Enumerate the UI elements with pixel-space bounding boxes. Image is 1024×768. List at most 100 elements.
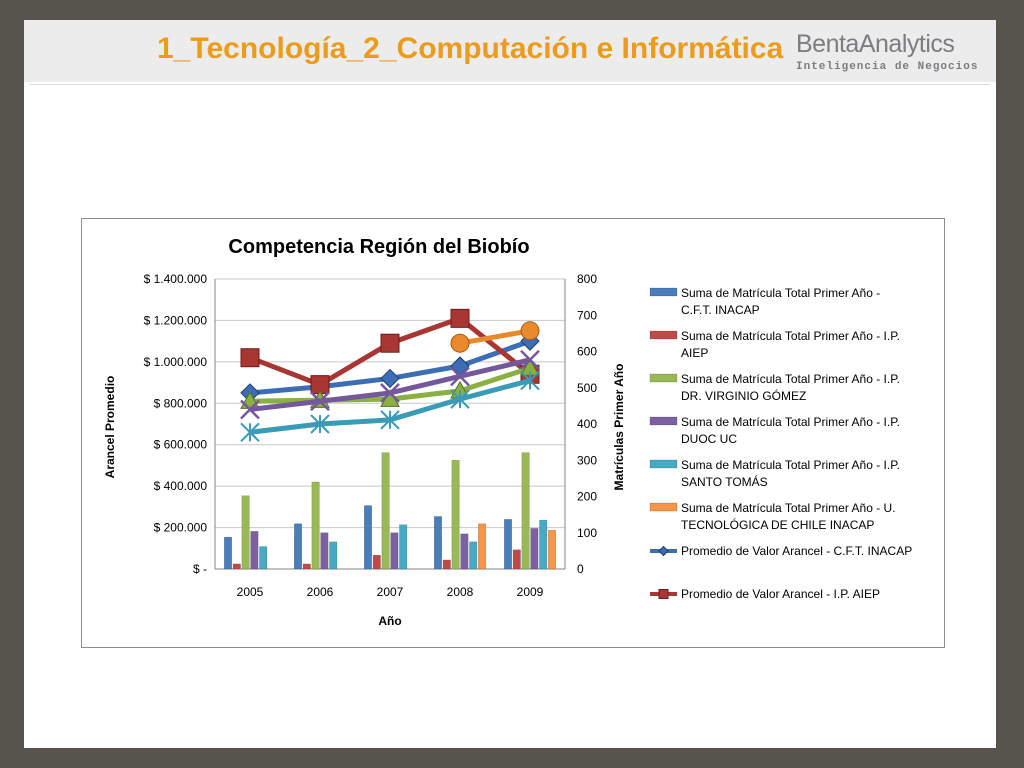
- y2-tick-label: 100: [577, 526, 597, 540]
- x-axis-label: Año: [378, 614, 401, 628]
- y2-tick-label: 400: [577, 417, 597, 431]
- x-axis-ticks: 2005 2006 2007 2008 2009: [237, 585, 544, 599]
- chart-title: Competencia Región del Biobío: [228, 236, 529, 258]
- logo-tagline: Inteligencia de Negocios: [796, 61, 979, 73]
- bar: [399, 524, 408, 570]
- point-marker: [450, 366, 470, 387]
- marker-stroke: [520, 349, 540, 370]
- legend: Suma de Matrícula Total Primer Año - C.F.…: [649, 286, 912, 601]
- bar-series-5: [259, 519, 548, 570]
- bar-series-4: [250, 528, 539, 570]
- point-marker: [240, 422, 260, 442]
- y-tick-label: $ 1.000.000: [144, 355, 208, 369]
- bar: [241, 495, 250, 570]
- x-tick-label: 2007: [377, 585, 404, 599]
- y-tick-label: $ 800.000: [154, 396, 208, 410]
- y-tick-label: $ 1.200.000: [144, 313, 208, 327]
- y-axis-ticks: $ - $ 200.000 $ 400.000 $ 600.000 $ 800.000 $…: [144, 272, 208, 576]
- bar: [469, 541, 478, 570]
- marker-stroke: [380, 383, 400, 403]
- legend-label-line2: AIEP: [681, 346, 708, 360]
- y-tick-label: $ 1.400.000: [144, 272, 208, 286]
- y-tick-label: $ -: [193, 562, 207, 576]
- legend-label: Suma de Matrícula Total Primer Año - I.P…: [681, 372, 900, 386]
- y2-tick-label: 300: [577, 453, 597, 467]
- bar: [390, 532, 399, 570]
- legend-label-line2: SANTO TOMÁS: [681, 474, 768, 489]
- bar: [460, 533, 469, 570]
- legend-swatch: [649, 416, 678, 426]
- bar: [539, 519, 548, 570]
- y2-tick-label: 700: [577, 308, 597, 322]
- point-marker: [310, 414, 330, 434]
- legend-label-line2: TECNOLÓGICA DE CHILE INACAP: [681, 517, 874, 532]
- point-marker: [450, 389, 470, 409]
- x-tick-label: 2009: [517, 585, 544, 599]
- bar: [434, 516, 442, 570]
- bar: [478, 523, 486, 570]
- legend-swatch: [649, 502, 678, 512]
- y2-axis-label: Matrículas Primer Año: [612, 364, 626, 491]
- bar: [381, 452, 390, 570]
- legend-swatch: [649, 287, 678, 297]
- legend-item: Suma de Matrícula Total Primer Año - I.P…: [649, 329, 900, 360]
- point-marker: [658, 589, 669, 599]
- legend-label-line2: DUOC UC: [681, 432, 737, 446]
- legend-swatch: [649, 330, 678, 340]
- y2-tick-label: 200: [577, 490, 597, 504]
- legend-label: Suma de Matrícula Total Primer Año - U.: [681, 501, 896, 515]
- company-logo: BentaAnalytics Inteligencia de Negocios: [796, 30, 986, 76]
- bar-series-6: [478, 523, 556, 570]
- legend-item: Suma de Matrícula Total Primer Año - U. T…: [649, 501, 896, 532]
- bar: [372, 554, 381, 570]
- legend-item: Promedio de Valor Arancel - I.P. AIEP: [650, 587, 880, 601]
- point-marker: [520, 321, 540, 341]
- line-series: [240, 308, 540, 442]
- point-marker: [380, 368, 400, 389]
- point-marker: [240, 399, 260, 420]
- legend-item: Suma de Matrícula Total Primer Año - I.P…: [649, 372, 900, 403]
- x-tick-label: 2005: [237, 585, 264, 599]
- point-marker: [380, 333, 400, 353]
- legend-item: Suma de Matrícula Total Primer Año - C.F.…: [649, 286, 880, 317]
- chart-svg: Competencia Región del Biobío Año Arance…: [103, 236, 912, 628]
- legend-label: Suma de Matrícula Total Primer Año - I.P…: [681, 415, 900, 429]
- series-line: [459, 328, 531, 346]
- y-tick-label: $ 400.000: [154, 479, 208, 493]
- bar: [320, 532, 329, 570]
- bar: [259, 546, 268, 570]
- point-marker: [520, 349, 540, 370]
- bar: [224, 536, 232, 570]
- header-band: [24, 20, 996, 82]
- y-tick-label: $ 200.000: [154, 521, 208, 535]
- x-tick-label: 2006: [307, 585, 334, 599]
- logo-wordmark: BentaAnalytics: [796, 30, 955, 58]
- bar: [521, 452, 530, 570]
- bar: [232, 563, 241, 570]
- y-axis-label: Arancel Promedio: [103, 376, 117, 479]
- legend-label: Suma de Matrícula Total Primer Año - I.P…: [681, 329, 900, 343]
- slide-title: 1_Tecnología_2_Computación e Informática: [157, 32, 784, 65]
- legend-label: Suma de Matrícula Total Primer Año - I.P…: [681, 458, 900, 472]
- y2-tick-label: 500: [577, 381, 597, 395]
- bar: [504, 519, 512, 570]
- legend-label: Suma de Matrícula Total Primer Año -: [681, 286, 880, 300]
- bar-series-2: [232, 549, 521, 570]
- bar: [548, 529, 556, 570]
- bar: [311, 481, 320, 570]
- point-marker: [658, 545, 669, 557]
- bar: [530, 528, 539, 570]
- marker-stroke: [240, 399, 260, 420]
- line-series-5: [240, 370, 540, 442]
- point-marker: [240, 348, 260, 368]
- bar: [294, 523, 302, 570]
- point-marker: [380, 383, 400, 403]
- legend-item: Suma de Matrícula Total Primer Año - I.P…: [649, 458, 900, 489]
- legend-swatch: [649, 373, 678, 383]
- line-series-4: [240, 349, 540, 420]
- point-marker: [450, 333, 470, 353]
- bar: [302, 563, 311, 570]
- bar: [451, 460, 460, 570]
- marker-stroke: [450, 366, 470, 387]
- point-marker: [520, 370, 540, 391]
